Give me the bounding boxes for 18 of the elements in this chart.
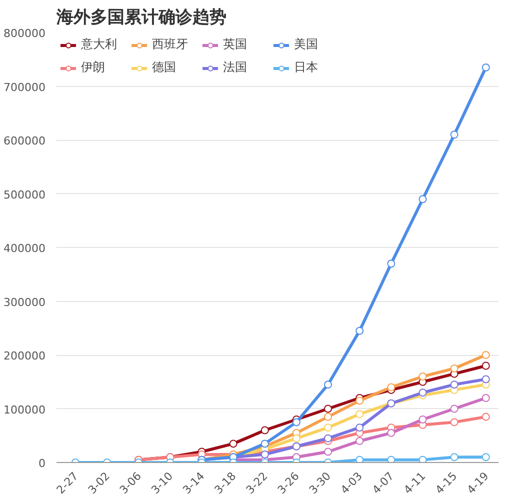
legend-label: 伊朗 xyxy=(81,59,106,76)
legend-label: 西班牙 xyxy=(152,36,189,53)
y-tick-label: 200000 xyxy=(4,350,46,362)
legend-label: 德国 xyxy=(152,59,177,76)
legend-label: 法国 xyxy=(223,59,248,76)
y-tick-label: 0 xyxy=(38,457,46,470)
legend-label: 日本 xyxy=(294,59,319,76)
y-tick-label: 500000 xyxy=(4,188,46,202)
legend-label: 美国 xyxy=(294,36,319,53)
legend-label: 意大利 xyxy=(81,36,118,53)
legend-label: 英国 xyxy=(223,36,248,53)
y-tick-label: 400000 xyxy=(4,242,46,255)
chart-title: 海外多国累计确诊趋势 xyxy=(56,8,226,28)
y-tick-label: 700000 xyxy=(4,80,46,94)
y-tick-label: 600000 xyxy=(4,134,46,148)
y-tick-label: 100000 xyxy=(4,403,46,416)
y-tick-label: 800000 xyxy=(4,27,46,40)
y-tick-label: 300000 xyxy=(4,296,46,309)
